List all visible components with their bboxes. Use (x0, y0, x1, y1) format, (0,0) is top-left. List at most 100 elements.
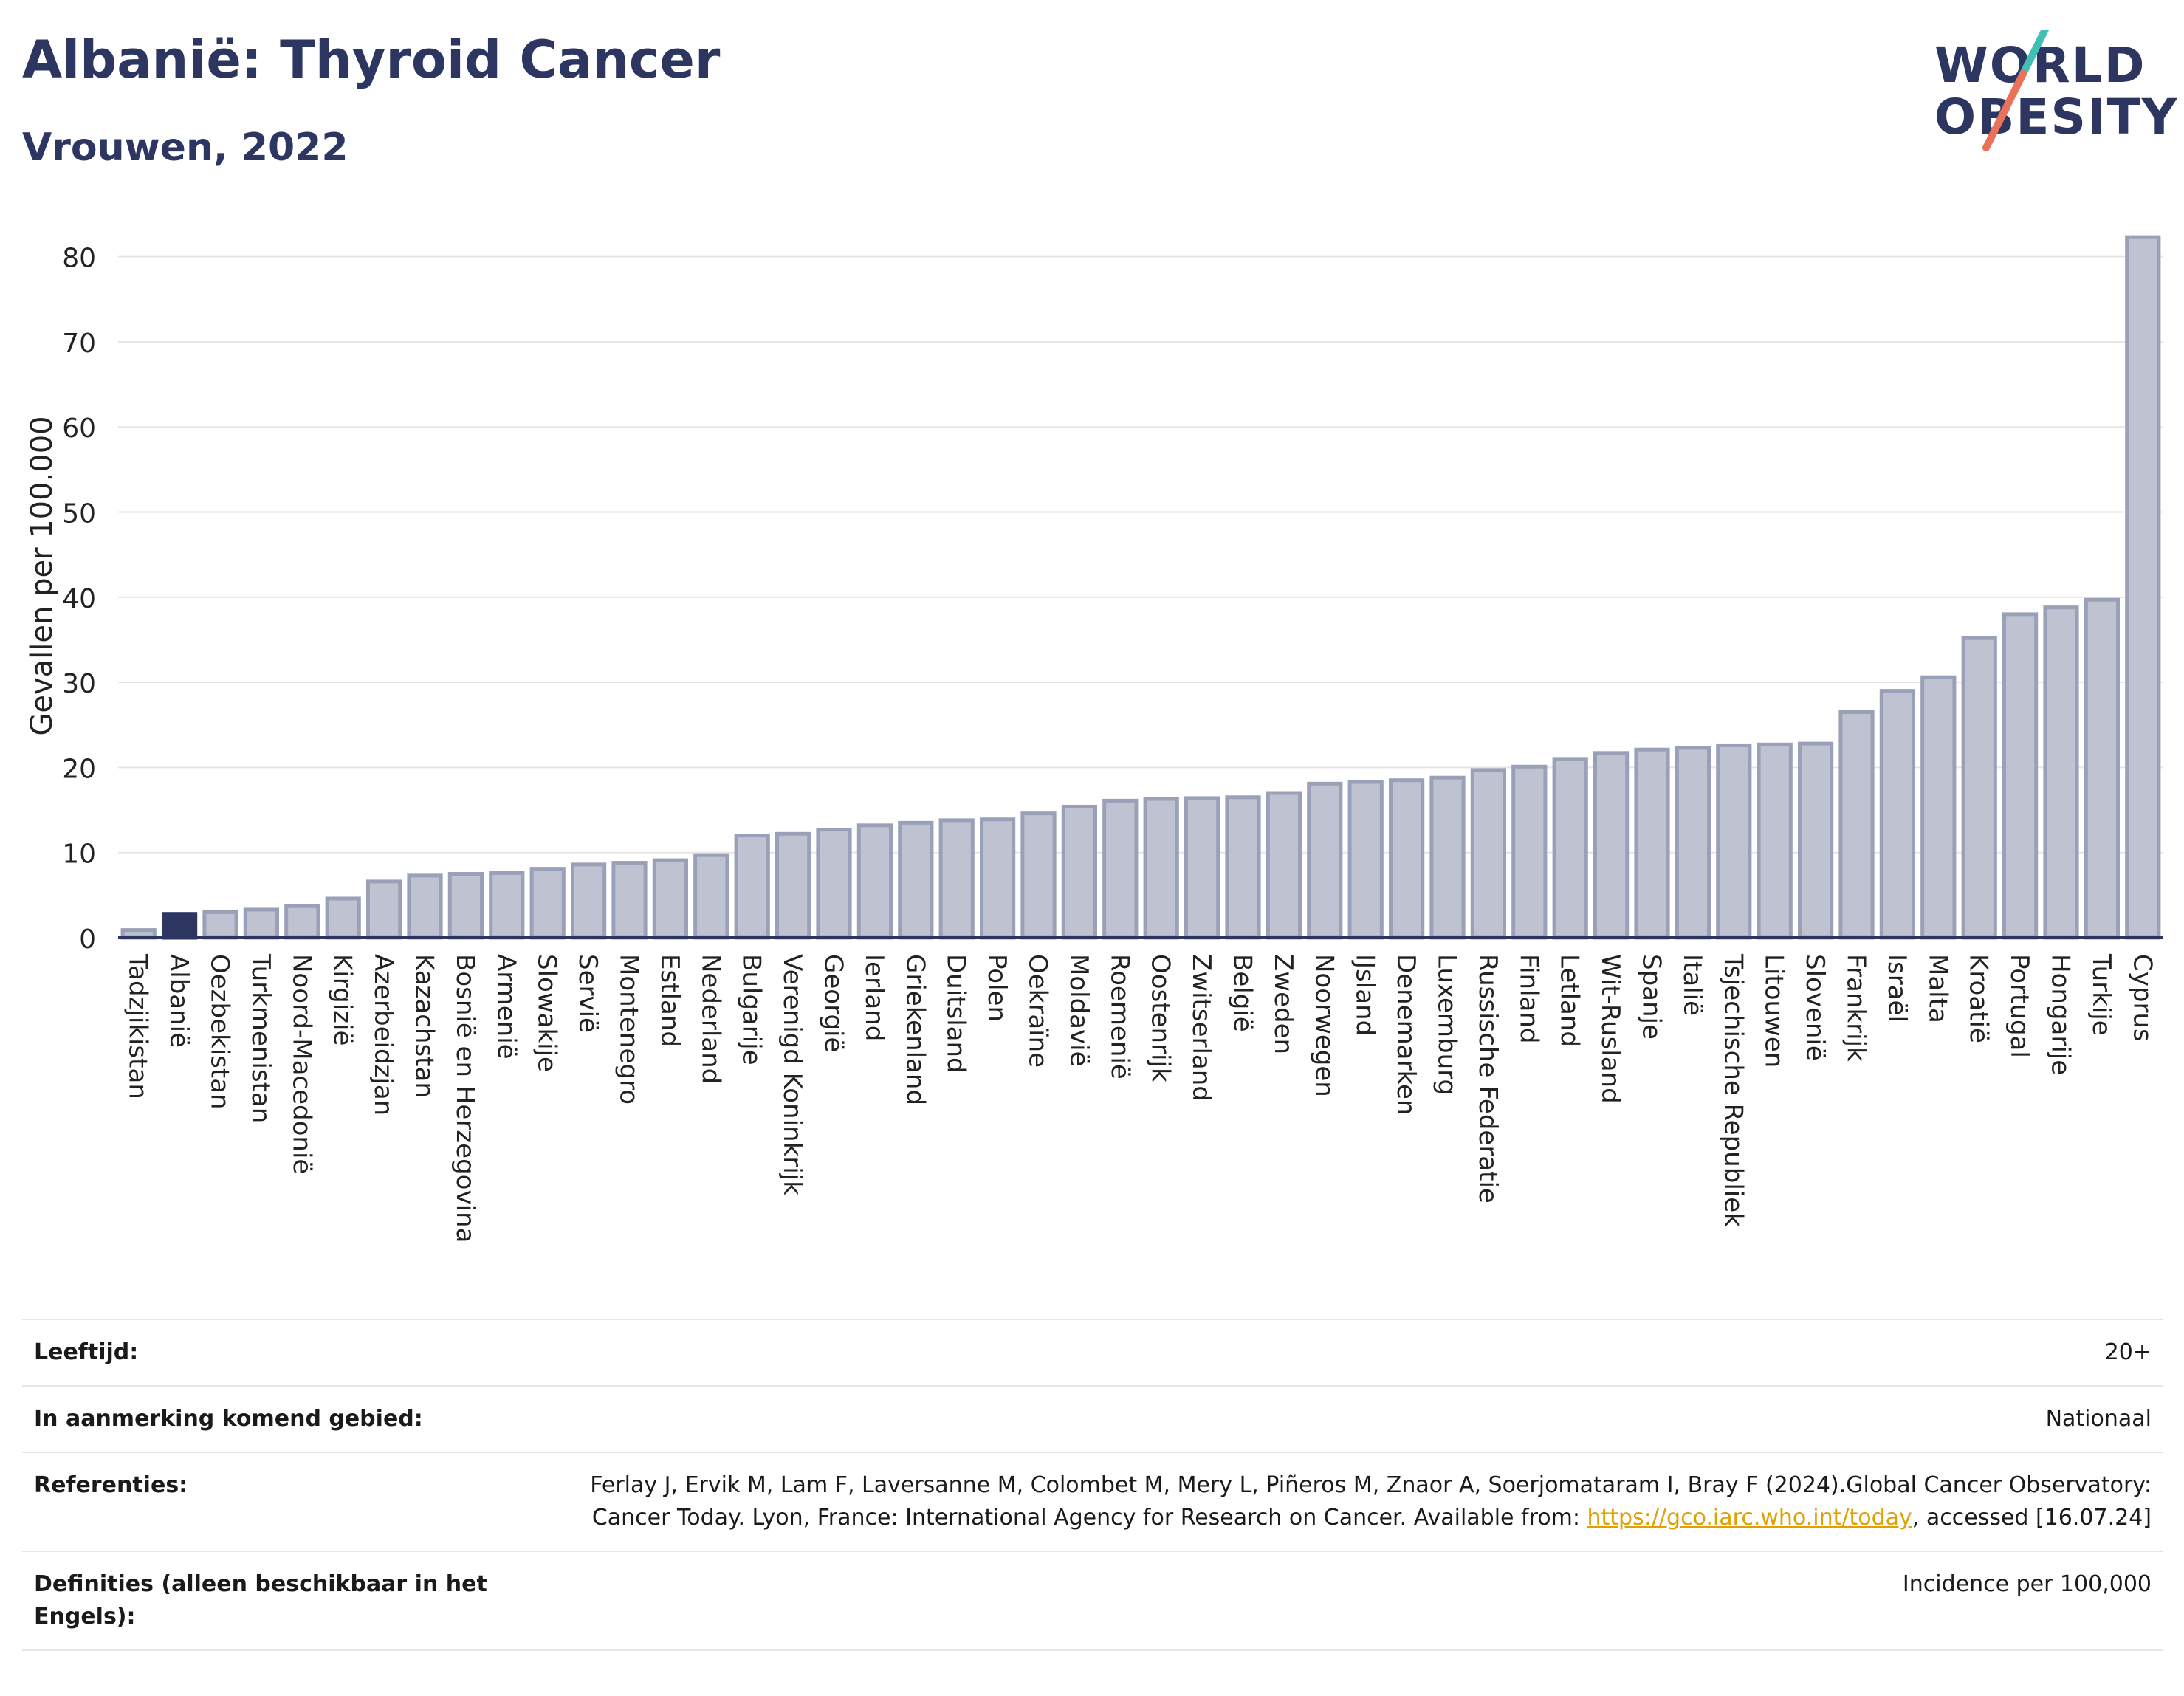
bar (1920, 675, 1957, 940)
x-tick-label: Armenië (491, 954, 521, 1060)
x-tick-label: Tsjechische Republiek (1718, 953, 1748, 1227)
bar (1429, 775, 1466, 940)
bar (1347, 780, 1384, 940)
bar (284, 904, 320, 940)
bar (1879, 689, 1916, 940)
x-tick-label: Letland (1555, 954, 1584, 1047)
x-tick-label: Noorwegen (1309, 954, 1339, 1097)
bar (775, 831, 811, 940)
bar (898, 820, 934, 940)
y-tick-label: 0 (79, 924, 96, 955)
bar (1511, 764, 1548, 940)
x-tick-label: Roemenië (1105, 954, 1134, 1079)
y-tick-label: 60 (62, 413, 96, 444)
x-tick-label: Frankrijk (1841, 954, 1871, 1062)
x-tick-label: Estland (655, 954, 684, 1047)
bar (1757, 742, 1793, 940)
x-tick-label: Hongarije (2046, 954, 2075, 1075)
bar (407, 873, 443, 940)
x-tick-label: Oekraïne (1023, 954, 1053, 1068)
x-tick-label: Polen (982, 954, 1012, 1022)
x-tick-label: IJsland (1350, 954, 1380, 1036)
bar (2084, 597, 2121, 940)
x-tick-label: Noord-Macedonië (286, 954, 316, 1174)
footer-row-area: In aanmerking komend gebied: Nationaal (22, 1385, 2163, 1452)
footer-label: Leeftijd: (34, 1339, 139, 1365)
x-tick-label: Luxemburg (1432, 954, 1462, 1095)
bar (570, 862, 607, 940)
bar (734, 834, 770, 940)
x-tick-label: Wit-Rusland (1596, 954, 1625, 1104)
bar (243, 907, 280, 940)
bar (202, 910, 238, 940)
bar (1307, 781, 1343, 940)
footer-row-references: Referenties: Ferlay J, Ervik M, Lam F, L… (22, 1452, 2163, 1551)
x-tick-label: Turkije (2087, 953, 2116, 1036)
x-tick-label: Cyprus (2127, 954, 2157, 1042)
bar (1716, 743, 1752, 940)
x-tick-label: Oostenrijk (1146, 954, 1175, 1082)
reference-text: Ferlay J, Ervik M, Lam F, Laversanne M, … (590, 1472, 2152, 1531)
bar (816, 828, 852, 940)
bar (2125, 235, 2161, 940)
x-tick-label: Montenegro (614, 954, 644, 1105)
x-tick-label: Verenigd Koninkrijk (777, 954, 807, 1195)
bar (693, 853, 729, 940)
bar (1102, 798, 1139, 940)
bar (1470, 768, 1507, 940)
x-tick-label: Azerbeidzjan (368, 954, 398, 1116)
logo-slash-icon (1982, 30, 2049, 151)
bar (979, 817, 1016, 940)
reference-accessed: , accessed [16.07.24] (1912, 1505, 2152, 1531)
bar (1552, 757, 1588, 940)
y-axis-label: Gevallen per 100.000 (25, 416, 59, 735)
logo-line-2: OBESITY (1934, 89, 2179, 145)
bar (2002, 612, 2039, 940)
y-tick-label: 40 (62, 584, 96, 614)
bar (365, 879, 402, 940)
x-tick-label: Albanië (164, 954, 193, 1048)
x-tick-label: Oezbekistan (205, 954, 235, 1110)
y-tick-label: 10 (62, 840, 96, 870)
bar (938, 818, 975, 940)
bar (1838, 710, 1875, 940)
bar (1061, 804, 1098, 940)
x-tick-label: Slovenië (1800, 954, 1830, 1061)
footer-label: Definities (alleen beschikbaar in het En… (34, 1571, 487, 1630)
bar (529, 867, 566, 940)
bar (1225, 795, 1261, 940)
footer-label: In aanmerking komend gebied: (34, 1406, 423, 1432)
x-tick-label: Griekenland (900, 954, 930, 1105)
bar (1593, 751, 1630, 940)
reference-link[interactable]: https://gco.iarc.who.int/today (1587, 1505, 1912, 1531)
bar (2043, 605, 2079, 940)
y-tick-label: 20 (62, 754, 96, 784)
footer-value: Nationaal (2045, 1406, 2152, 1432)
footer-value: Incidence per 100,000 (1902, 1571, 2152, 1597)
x-tick-label: Moldavië (1064, 954, 1093, 1067)
page-subtitle: Vrouwen, 2022 (22, 126, 348, 170)
world-obesity-logo: WORLD OBESITY (1920, 30, 2177, 162)
y-tick-label: 70 (62, 329, 96, 359)
bar (1797, 741, 1834, 940)
bar (1020, 811, 1057, 940)
x-tick-label: Bosnië en Herzegovina (450, 954, 480, 1243)
bar (611, 861, 648, 940)
footer-table: Leeftijd: 20+ In aanmerking komend gebie… (22, 1319, 2163, 1651)
bar (325, 896, 361, 940)
bar (1388, 778, 1425, 940)
x-tick-label: Israël (1882, 954, 1912, 1023)
bar (1143, 797, 1179, 940)
bar (1675, 746, 1711, 940)
x-tick-label: Finland (1514, 954, 1543, 1044)
x-tick-label: Malta (1923, 954, 1952, 1023)
y-tick-label: 50 (62, 499, 96, 529)
x-tick-label: Bulgarije (737, 954, 766, 1065)
x-tick-label: Turkmenistan (246, 953, 275, 1123)
x-tick-label: Duitsland (941, 954, 971, 1074)
x-tick-label: Slowakije (532, 954, 562, 1072)
x-tick-label: Italië (1678, 954, 1707, 1016)
x-tick-label: Russische Federatie (1473, 954, 1503, 1204)
x-tick-label: Kazachstan (410, 954, 439, 1098)
x-tick-label: Ierland (859, 954, 889, 1041)
